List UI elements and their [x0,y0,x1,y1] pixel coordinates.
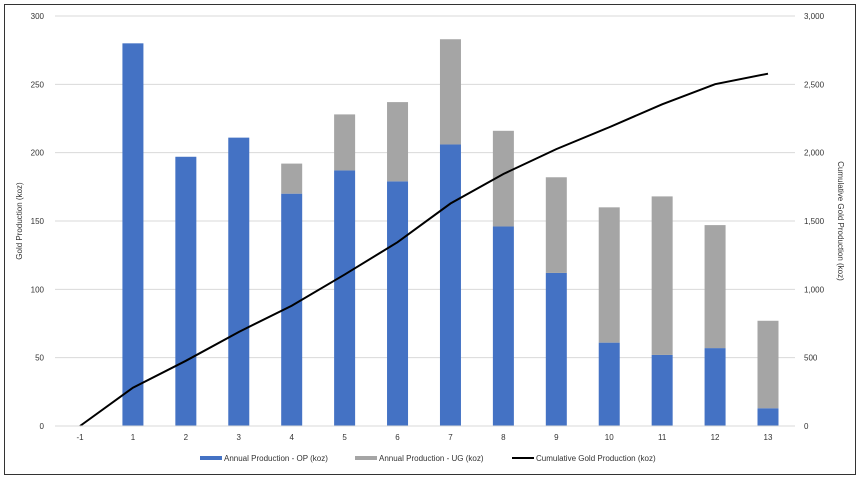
bar-op [492,226,514,426]
bar-op [281,193,303,426]
bar-ug [651,196,673,355]
x-tick-label: 12 [711,433,720,442]
bar-op [598,342,620,426]
y2-axis-title: Cumulative Gold Production (koz) [836,161,845,281]
bar-ug [598,207,620,343]
bar-ug [492,130,514,227]
bar-op [704,348,726,426]
bar-op [387,181,409,426]
bar-ug [439,39,461,145]
legend-label: Cumulative Gold Production (koz) [536,454,656,463]
x-tick-label: 13 [764,433,773,442]
bar-op [228,137,250,426]
y2-tick-label: 1,500 [804,217,825,226]
y2-tick-label: 2,000 [804,149,825,158]
x-tick-label: 6 [395,433,400,442]
legend-label: Annual Production - OP (koz) [224,454,328,463]
bar-ug [545,177,567,273]
x-tick-label: -1 [76,433,84,442]
x-tick-label: 11 [658,433,667,442]
x-tick-label: 4 [289,433,294,442]
y2-tick-label: 500 [804,354,818,363]
x-tick-label: 1 [131,433,136,442]
bar-op [175,156,197,426]
x-tick-label: 5 [342,433,347,442]
legend-label: Annual Production - UG (koz) [379,454,484,463]
bar-ug [704,225,726,349]
y2-tick-label: 2,500 [804,80,825,89]
bar-op [757,408,779,426]
x-tick-label: 7 [448,433,453,442]
legend-swatch [200,456,222,460]
bar-ug [334,114,356,171]
bar-op [334,170,356,426]
bar-op [439,144,461,426]
cumulative-line [79,72,769,427]
y-tick-label: 150 [31,217,45,226]
bar-op [545,272,567,426]
bar-ug [757,320,779,409]
y2-tick-label: 1,000 [804,285,825,294]
x-tick-label: 9 [554,433,559,442]
y2-tick-label: 0 [804,422,809,431]
y-tick-label: 0 [40,422,45,431]
y-tick-label: 250 [31,80,45,89]
legend-swatch [355,456,377,460]
y-tick-label: 50 [35,354,44,363]
x-tick-label: 10 [605,433,614,442]
x-tick-label: 8 [501,433,506,442]
y-tick-label: 200 [31,149,45,158]
y-tick-label: 100 [31,285,45,294]
bar-op [122,43,144,426]
bar-ug [387,102,409,182]
x-tick-label: 3 [237,433,242,442]
y2-tick-label: 3,000 [804,12,825,21]
bar-op [651,354,673,426]
bar-ug [281,163,303,194]
y-tick-label: 300 [31,12,45,21]
y-axis-title: Gold Production (koz) [15,182,24,260]
x-tick-label: 2 [184,433,189,442]
